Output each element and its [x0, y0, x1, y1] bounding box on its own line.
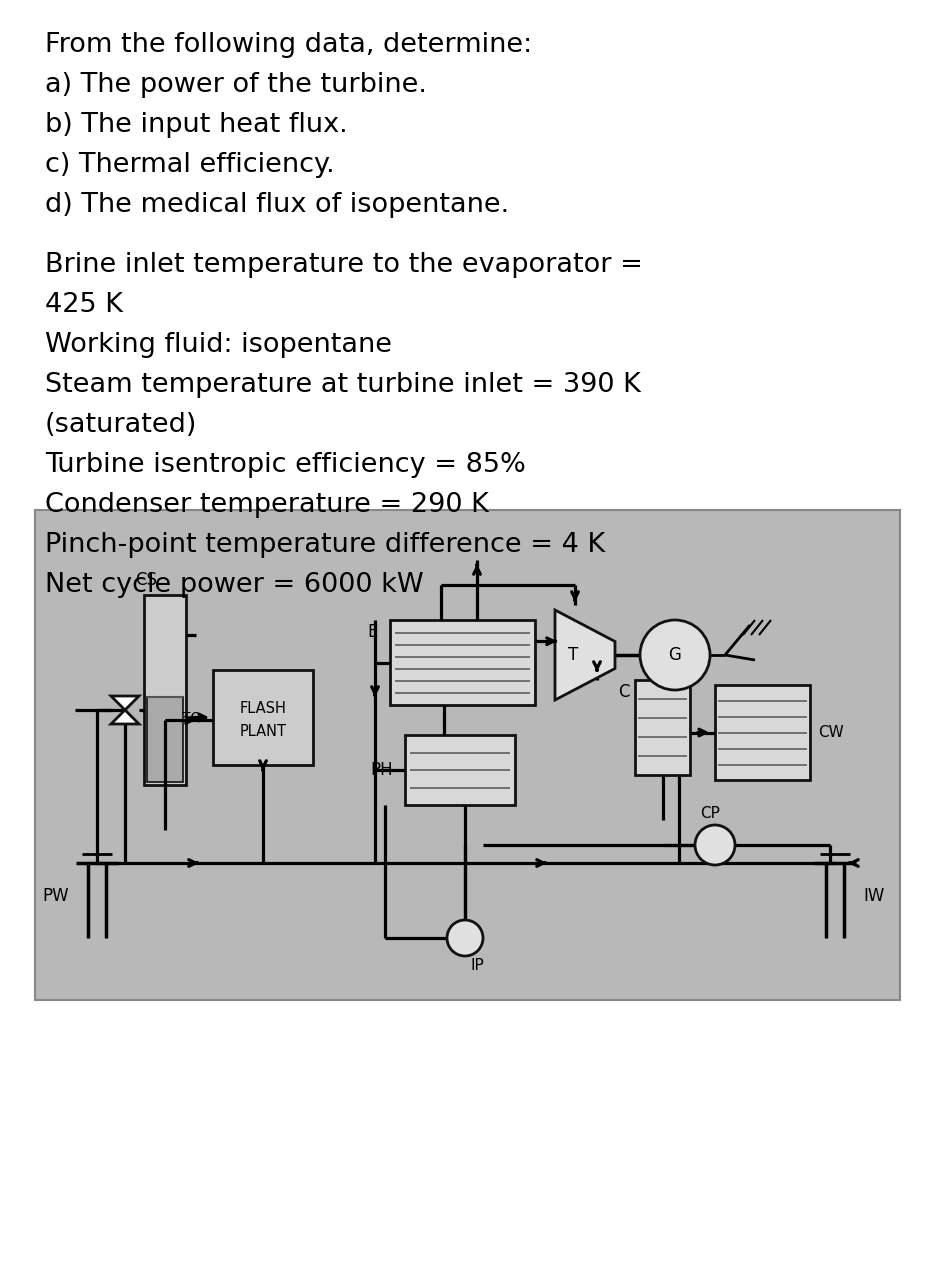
Bar — [635, 680, 690, 774]
Circle shape — [640, 620, 710, 690]
Bar — [715, 685, 810, 780]
Text: TO: TO — [182, 710, 201, 724]
Text: Condenser temperature = 290 K: Condenser temperature = 290 K — [45, 492, 489, 518]
Text: (saturated): (saturated) — [45, 412, 198, 438]
Bar — [405, 735, 515, 805]
Text: FLASH: FLASH — [240, 700, 286, 716]
Text: PLANT: PLANT — [240, 724, 286, 740]
Text: PW: PW — [42, 887, 69, 905]
Circle shape — [447, 920, 483, 956]
Text: a) The power of the turbine.: a) The power of the turbine. — [45, 72, 427, 99]
Text: PH: PH — [370, 762, 393, 780]
Bar — [213, 669, 313, 765]
Polygon shape — [555, 611, 615, 700]
Text: d) The medical flux of isopentane.: d) The medical flux of isopentane. — [45, 192, 509, 218]
Text: CP: CP — [700, 805, 720, 820]
Circle shape — [695, 826, 735, 865]
Bar — [144, 595, 186, 785]
Text: CS: CS — [135, 571, 157, 589]
Text: C: C — [619, 684, 630, 701]
Text: Turbine isentropic efficiency = 85%: Turbine isentropic efficiency = 85% — [45, 452, 526, 477]
Polygon shape — [111, 710, 139, 724]
Text: IW: IW — [863, 887, 884, 905]
Text: 425 K: 425 K — [45, 292, 123, 317]
Text: Brine inlet temperature to the evaporator =: Brine inlet temperature to the evaporato… — [45, 252, 643, 278]
Polygon shape — [111, 696, 139, 710]
Bar — [390, 620, 535, 705]
Text: Steam temperature at turbine inlet = 390 K: Steam temperature at turbine inlet = 390… — [45, 372, 641, 398]
Text: Pinch-point temperature difference = 4 K: Pinch-point temperature difference = 4 K — [45, 532, 606, 558]
Text: b) The input heat flux.: b) The input heat flux. — [45, 113, 348, 138]
Text: Working fluid: isopentane: Working fluid: isopentane — [45, 332, 392, 358]
Text: E: E — [368, 623, 378, 641]
Text: c) Thermal efficiency.: c) Thermal efficiency. — [45, 152, 335, 178]
Text: CW: CW — [818, 724, 843, 740]
Bar — [35, 509, 900, 1000]
Text: G: G — [669, 646, 681, 664]
Text: From the following data, determine:: From the following data, determine: — [45, 32, 532, 58]
Text: Net cycle power = 6000 kW: Net cycle power = 6000 kW — [45, 572, 424, 598]
Text: IP: IP — [470, 959, 483, 974]
Text: T: T — [568, 646, 578, 664]
Bar — [147, 698, 183, 782]
